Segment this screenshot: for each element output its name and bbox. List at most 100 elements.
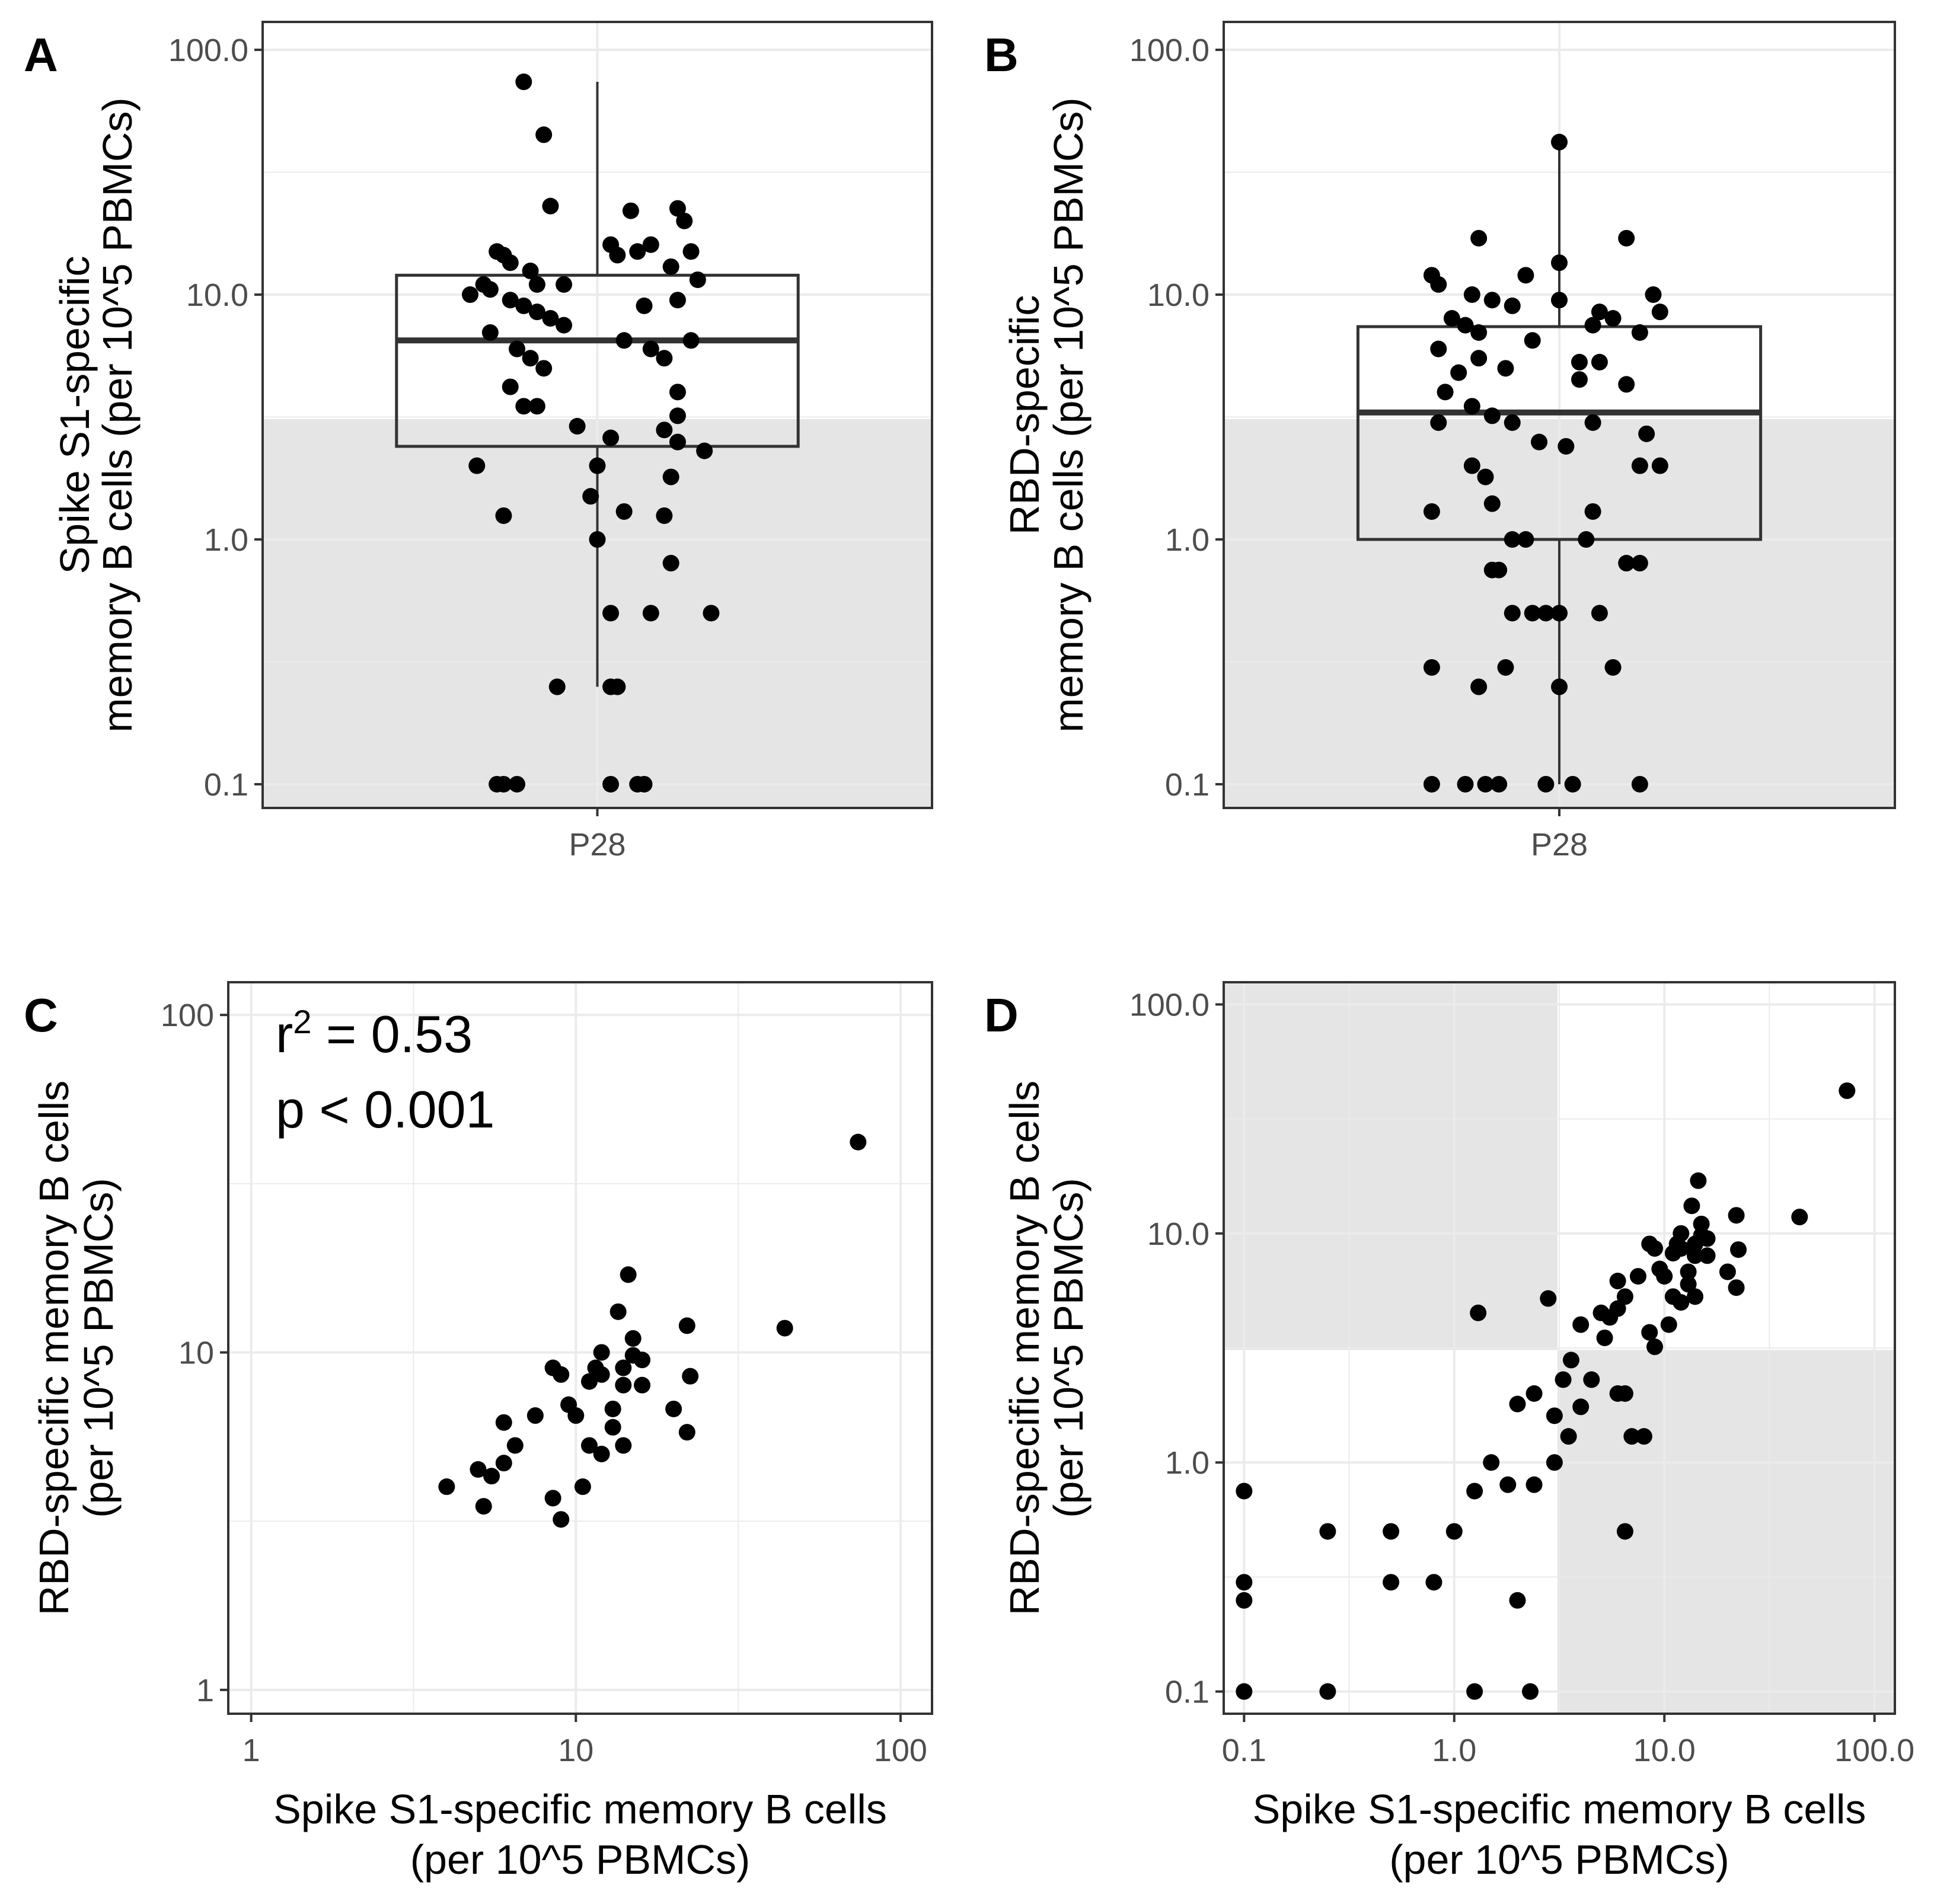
data-point <box>1463 286 1480 304</box>
data-point <box>669 433 686 451</box>
data-point <box>669 292 686 309</box>
x-axis-title-line-2: (per 10^5 PBMCs) <box>410 1836 751 1883</box>
data-point <box>678 1424 695 1441</box>
panel-c: 1 10 100 1 10 100 Spike S1-specific memory B c… <box>24 981 933 1883</box>
data-point <box>665 1400 682 1417</box>
data-point <box>642 340 659 357</box>
data-point <box>1236 1592 1253 1609</box>
r-symbol: r <box>276 1005 293 1063</box>
y-axis-title-line-1: RBD-specific memory B cells <box>1001 1081 1048 1615</box>
data-point <box>1683 1197 1700 1215</box>
data-point <box>642 605 659 622</box>
y-axis: 0.1 1.0 10.0 100.0 <box>1129 33 1224 803</box>
y-tick-label: 0.1 <box>204 767 248 803</box>
data-point <box>1551 605 1568 622</box>
data-point <box>1491 775 1508 793</box>
data-point <box>1645 286 1662 304</box>
data-point <box>1466 1683 1483 1700</box>
data-point <box>615 1376 632 1394</box>
data-point <box>689 271 706 288</box>
data-point <box>1497 659 1514 676</box>
data-point <box>636 297 653 314</box>
shaded-region-2 <box>1557 1350 1895 1714</box>
data-point <box>1470 1304 1487 1321</box>
y-tick-label: 100.0 <box>1129 33 1209 68</box>
data-point <box>1470 350 1488 367</box>
data-point <box>535 360 553 377</box>
panel-a: 0.1 1.0 10.0 100.0 P28 Spike S1-specificmemor… <box>24 21 933 862</box>
data-point <box>1470 324 1488 341</box>
x-axis-title-line-2: (per 10^5 PBMCs) <box>1389 1836 1729 1883</box>
y-tick-label: 100.0 <box>1129 987 1209 1023</box>
data-point <box>1562 1352 1579 1369</box>
data-point <box>1719 1263 1736 1280</box>
data-point <box>1571 371 1588 388</box>
data-point <box>1483 1454 1500 1471</box>
data-point <box>553 1511 570 1528</box>
data-point <box>669 384 686 401</box>
data-point <box>1635 1428 1652 1445</box>
data-point <box>1572 1316 1590 1333</box>
data-point <box>542 310 559 327</box>
y-tick-label: 0.1 <box>1165 1675 1209 1710</box>
data-point <box>1236 1574 1253 1591</box>
data-point <box>526 1407 544 1424</box>
data-point <box>602 775 620 793</box>
data-point <box>678 1317 695 1334</box>
data-point <box>515 74 532 91</box>
data-point <box>582 488 599 505</box>
data-point <box>1509 1395 1526 1413</box>
data-point <box>1517 531 1534 548</box>
gridlines <box>1224 982 1895 1714</box>
data-point <box>1443 310 1460 327</box>
data-point <box>1631 324 1648 341</box>
x-tick-label: 100.0 <box>1834 1733 1914 1768</box>
data-point <box>1236 1483 1253 1500</box>
data-points <box>461 74 720 793</box>
data-point <box>1463 398 1480 415</box>
data-point <box>1521 1683 1539 1700</box>
data-point <box>1618 376 1635 393</box>
gridlines <box>228 982 932 1714</box>
data-point <box>535 126 553 143</box>
x-tick-label: 0.1 <box>1222 1733 1266 1768</box>
data-point <box>669 200 686 217</box>
data-point <box>1660 1316 1677 1333</box>
box-iqr <box>395 273 800 448</box>
data-point <box>461 286 478 304</box>
data-point <box>1546 1454 1563 1471</box>
data-point <box>682 1368 699 1385</box>
data-point <box>1463 457 1480 474</box>
data-point <box>1430 276 1447 293</box>
data-point <box>1728 1279 1745 1296</box>
y-axis: 0.1 1.0 10.0 100.0 <box>1129 987 1224 1710</box>
data-points <box>1236 1082 1856 1700</box>
data-point <box>1546 1407 1563 1424</box>
data-point <box>1483 292 1501 309</box>
data-point <box>1526 1385 1543 1402</box>
data-point <box>682 243 700 260</box>
data-point <box>1591 605 1608 622</box>
data-point <box>1664 1245 1681 1262</box>
data-point <box>1591 304 1608 321</box>
data-point <box>1537 605 1555 622</box>
data-point <box>1690 1172 1707 1189</box>
x-axis: P28 <box>1531 808 1588 862</box>
y-tick-label: 0.1 <box>1165 767 1209 803</box>
data-point <box>1470 229 1488 247</box>
data-point <box>656 507 673 524</box>
data-point <box>615 332 633 349</box>
data-point <box>1540 1290 1557 1307</box>
p-value-text: p < 0.001 <box>276 1080 494 1139</box>
data-point <box>515 398 532 415</box>
data-point <box>1497 360 1514 377</box>
data-point <box>1673 1294 1690 1311</box>
x-tick-label: 1 <box>242 1733 260 1768</box>
data-point <box>609 1303 627 1320</box>
data-point <box>502 292 519 309</box>
data-point <box>1437 384 1454 401</box>
data-point <box>1504 297 1521 314</box>
data-point <box>1551 133 1568 151</box>
